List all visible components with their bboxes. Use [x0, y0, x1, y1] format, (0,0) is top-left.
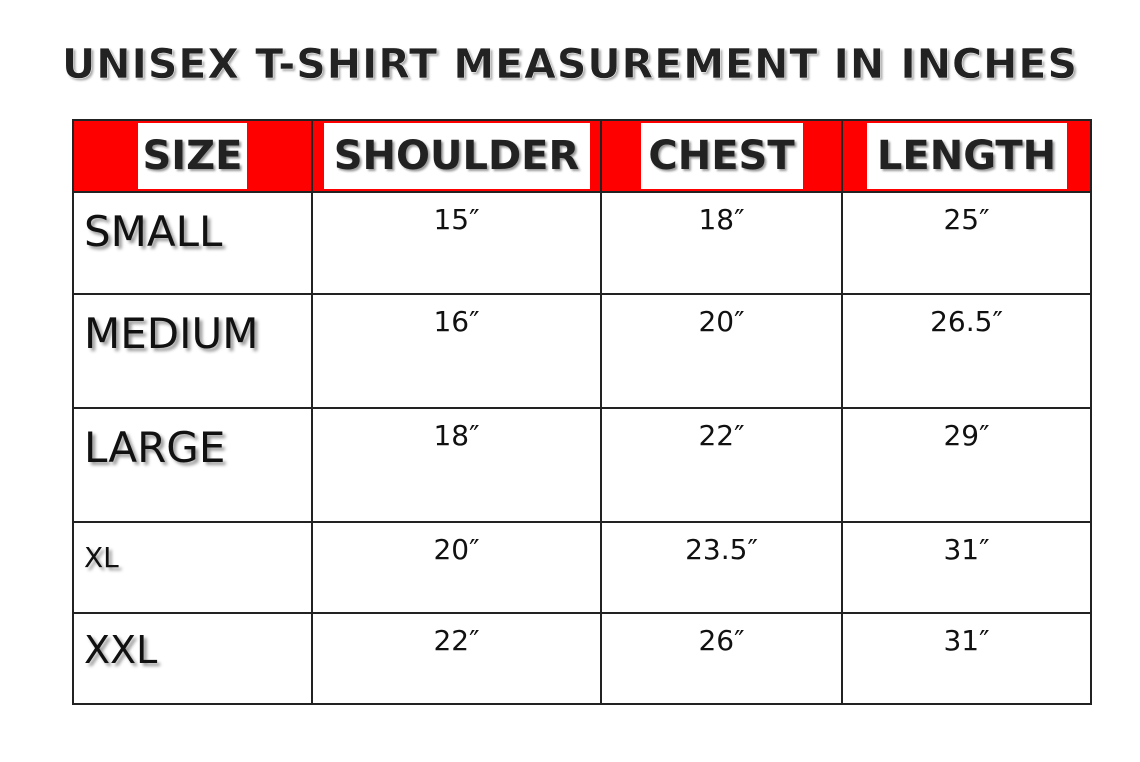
- size-cell: XL: [72, 521, 313, 614]
- shoulder-cell: 18″: [311, 407, 602, 523]
- table-row: MEDIUM 16″ 20″ 26.5″: [72, 293, 1092, 409]
- chest-cell: 23.5″: [600, 521, 843, 614]
- chest-cell: 20″: [600, 293, 843, 409]
- table-row: SMALL 15″ 18″ 25″: [72, 191, 1092, 295]
- header-length: LENGTH: [841, 119, 1092, 193]
- chest-cell: 26″: [600, 612, 843, 705]
- length-cell: 25″: [841, 191, 1092, 295]
- shoulder-cell: 20″: [311, 521, 602, 614]
- length-cell: 29″: [841, 407, 1092, 523]
- size-cell: SMALL: [72, 191, 313, 295]
- header-shoulder: SHOULDER: [311, 119, 602, 193]
- shoulder-cell: 15″: [311, 191, 602, 295]
- shoulder-cell: 22″: [311, 612, 602, 705]
- shoulder-cell: 16″: [311, 293, 602, 409]
- header-label: SIZE: [138, 123, 247, 189]
- header-size: SIZE: [72, 119, 313, 193]
- page-title: UNISEX T-SHIRT MEASUREMENT IN INCHES: [62, 40, 1078, 89]
- size-cell: LARGE: [72, 407, 313, 523]
- header-row: SIZE SHOULDER CHEST LENGTH: [72, 119, 1092, 193]
- size-chart-table: SIZE SHOULDER CHEST LENGTH SMALL 15″ 18″…: [72, 119, 1092, 705]
- header-label: CHEST: [640, 123, 803, 189]
- header-chest: CHEST: [600, 119, 843, 193]
- header-label: SHOULDER: [323, 123, 590, 189]
- table-row: XL 20″ 23.5″ 31″: [72, 521, 1092, 614]
- length-cell: 31″: [841, 612, 1092, 705]
- table-row: LARGE 18″ 22″ 29″: [72, 407, 1092, 523]
- length-cell: 26.5″: [841, 293, 1092, 409]
- chest-cell: 22″: [600, 407, 843, 523]
- size-cell: XXL: [72, 612, 313, 705]
- chest-cell: 18″: [600, 191, 843, 295]
- size-cell: MEDIUM: [72, 293, 313, 409]
- table-row: XXL 22″ 26″ 31″: [72, 612, 1092, 705]
- header-label: LENGTH: [866, 123, 1067, 189]
- length-cell: 31″: [841, 521, 1092, 614]
